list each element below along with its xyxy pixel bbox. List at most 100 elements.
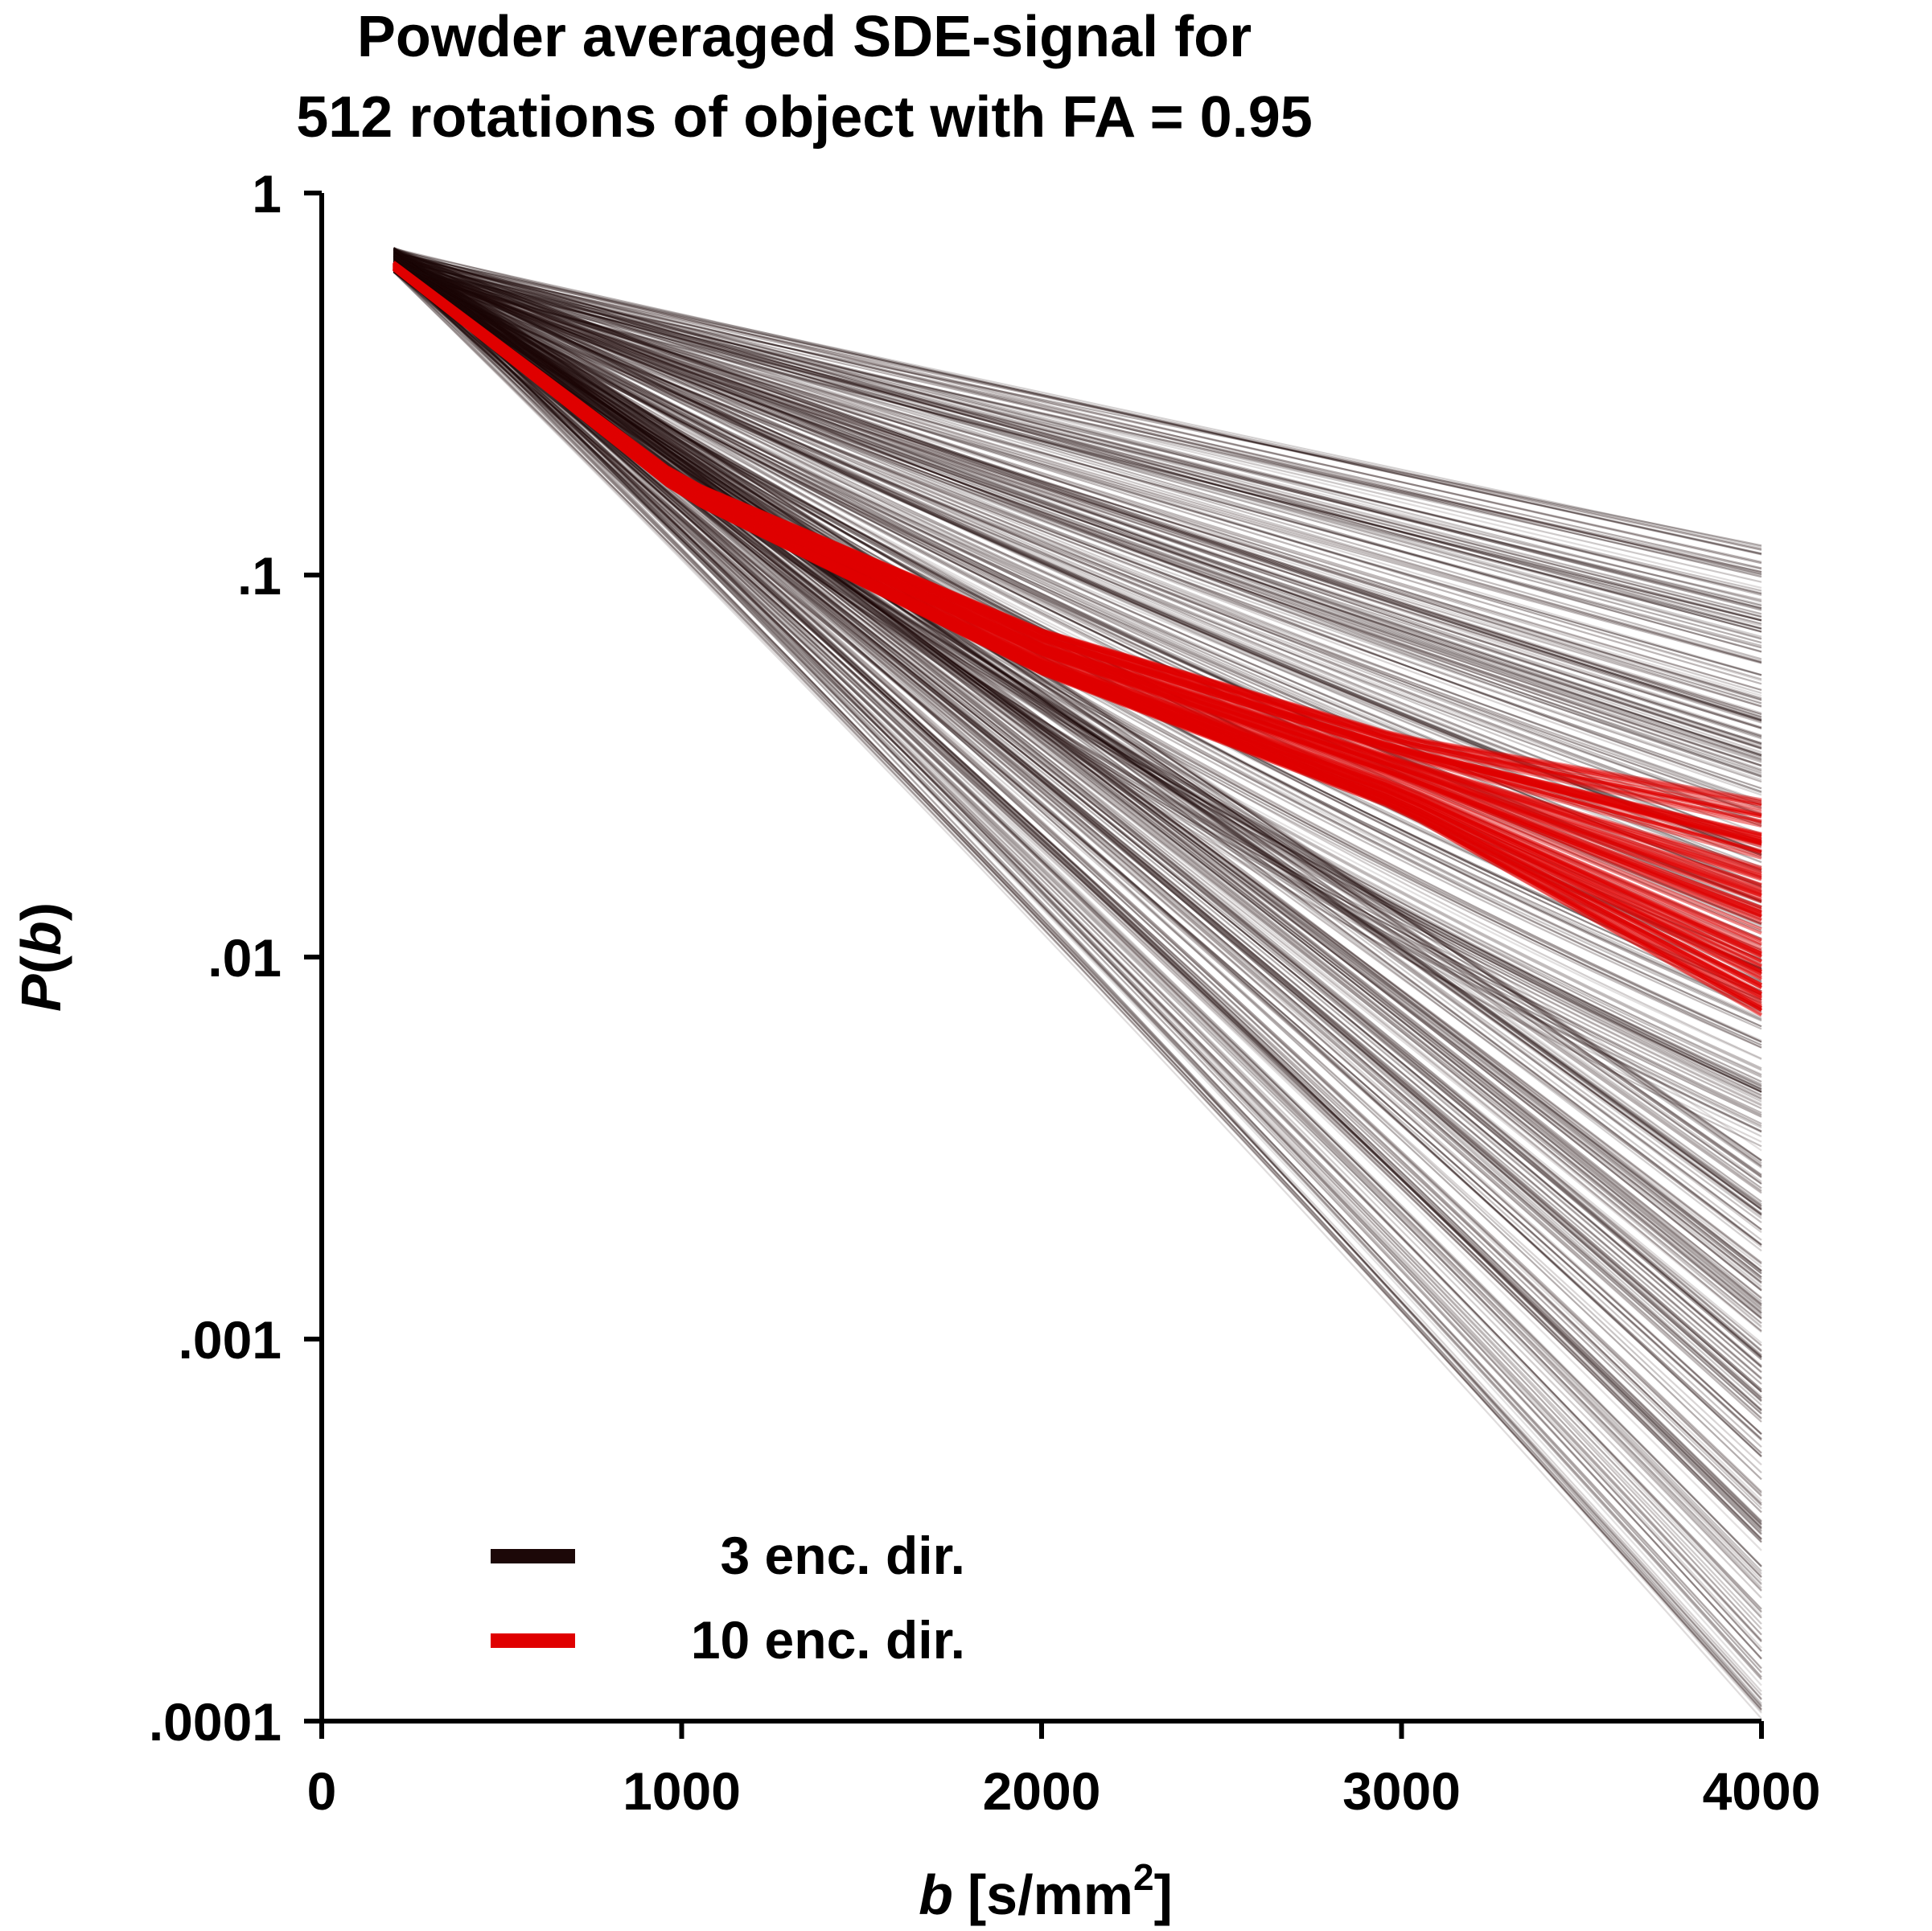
series-3-enc-dir-line (393, 269, 1762, 1385)
series-3-enc-dir-line (393, 270, 1762, 1619)
series-3-enc-dir-line (393, 265, 1762, 1206)
series-3-enc-dir-line (393, 256, 1762, 816)
series-10-enc-dir-line (393, 268, 1762, 1009)
series-10-enc-dir-line (393, 261, 1762, 841)
series-3-enc-dir-line (393, 265, 1762, 887)
series-3-enc-dir-line (393, 254, 1762, 1317)
series-3-enc-dir-line (393, 260, 1762, 714)
series-3-enc-dir-line (393, 270, 1762, 601)
series-3-enc-dir-line (393, 248, 1762, 1576)
series-3-enc-dir-line (393, 261, 1762, 1030)
series-3-enc-dir-line (393, 260, 1762, 1567)
series-10-enc-dir-line (393, 266, 1762, 972)
series-3-enc-dir-line (393, 262, 1762, 907)
series-3-enc-dir-line (393, 247, 1762, 1234)
series-3-enc-dir-line (393, 255, 1762, 1071)
series-3-enc-dir-line (393, 260, 1762, 724)
series-10-enc-dir-line (393, 265, 1762, 922)
series-3-enc-dir-line (393, 251, 1762, 555)
series-3-enc-dir-line (393, 258, 1762, 796)
series-3-enc-dir-line (393, 249, 1762, 1167)
series-10-enc-dir-line (393, 265, 1762, 915)
series-3-enc-dir-line (393, 253, 1762, 1356)
series-3-enc-dir-line (393, 253, 1762, 701)
series-10-enc-dir-line (393, 262, 1762, 844)
series-10-enc-dir-line (393, 264, 1762, 896)
series-10-enc-dir-line (393, 261, 1762, 828)
series-10-enc-dir-line (393, 267, 1762, 995)
series-3-enc-dir-line (393, 261, 1762, 1325)
series-10-enc-dir-line (393, 266, 1762, 959)
x-axis-label-var: b (919, 1863, 953, 1926)
series-10-enc-dir-line (393, 268, 1762, 1009)
series-3-enc-dir-line (393, 261, 1762, 1137)
series-10-enc-dir-line (393, 268, 1762, 1005)
series-10-enc-dir-line (393, 264, 1762, 891)
series-3-enc-dir-line (393, 250, 1762, 1528)
series-10-enc-dir-line (393, 267, 1762, 979)
series-3-enc-dir-line (393, 253, 1762, 1096)
series-3-enc-dir-line (393, 253, 1762, 1103)
series-10-enc-dir-line (393, 266, 1762, 958)
series-3-enc-dir-line (393, 255, 1762, 1132)
legend: 3 enc. dir. 10 enc. dir. (491, 1526, 965, 1670)
series-3-enc-dir-line (393, 257, 1762, 1582)
series-3-enc-dir-line (393, 249, 1762, 863)
series-10-enc-dir-line (393, 262, 1762, 845)
series-3-enc-dir-line (393, 265, 1762, 912)
series-10-enc-dir-line (393, 266, 1762, 968)
series-3-enc-dir-line (393, 256, 1762, 1522)
series-3-enc-dir-line (393, 266, 1762, 902)
series-3-enc-dir-line (393, 268, 1762, 1265)
series-3-enc-dir-line (393, 269, 1762, 1215)
series-3-enc-dir-line (393, 253, 1762, 847)
series-3-enc-dir-line (393, 262, 1762, 729)
series-3-enc-dir-line (393, 265, 1762, 874)
series-3-enc-dir-line (393, 253, 1762, 1357)
series-3-enc-dir-line (393, 249, 1762, 1028)
series-10-enc-dir-line (393, 265, 1762, 918)
series-3-enc-dir-line (393, 256, 1762, 1333)
series-3-enc-dir-line (393, 249, 1762, 1161)
series-10-enc-dir-line (393, 262, 1762, 845)
series-3-enc-dir-line (393, 261, 1762, 1578)
series-3-enc-dir-line (393, 254, 1762, 550)
series-3-enc-dir-line (393, 270, 1762, 1118)
series-3-enc-dir-line (393, 252, 1762, 1292)
series-10-enc-dir-line (393, 266, 1762, 976)
series-3-enc-dir-line (393, 260, 1762, 621)
series-3-enc-dir-line (393, 253, 1762, 859)
x-axis-label: b [s/mm2] (919, 1856, 1173, 1926)
series-3-enc-dir-line (393, 258, 1762, 974)
series-3-enc-dir-line (393, 269, 1762, 1143)
series-3-enc-dir-line (393, 253, 1762, 1093)
series-3-enc-dir-line (393, 269, 1762, 1299)
series-3-enc-dir-line (393, 263, 1762, 902)
series-3-enc-dir-line (393, 256, 1762, 1678)
series-3-enc-dir-line (393, 259, 1762, 691)
series-3-enc-dir-line (393, 266, 1762, 729)
series-3-enc-dir-line (393, 252, 1762, 1230)
series-3-enc-dir-line (393, 263, 1762, 880)
series-10-enc-dir-line (393, 267, 1762, 996)
series-3-enc-dir-line (393, 249, 1762, 1288)
series-10-enc-dir-line (393, 263, 1762, 875)
series-10-enc-dir-line (393, 265, 1762, 914)
series-3-enc-dir-line (393, 269, 1762, 1272)
series-3-enc-dir-line (393, 264, 1762, 1332)
series-3-enc-dir-line (393, 269, 1762, 802)
series-10-enc-dir-line (393, 268, 1762, 1013)
series-3-enc-dir-line (393, 259, 1762, 1402)
series-3-enc-dir-line (393, 252, 1762, 871)
series-3-enc-dir-line (393, 256, 1762, 1539)
series-10-enc-dir-line (393, 267, 1762, 987)
series-3-enc-dir-line (393, 267, 1762, 664)
series-10-enc-dir-line (393, 262, 1762, 843)
series-3-enc-dir-line (393, 270, 1762, 1505)
series-3-enc-dir-line (393, 249, 1762, 1087)
series-3-enc-dir-line (393, 261, 1762, 676)
series-3-enc-dir-line (393, 249, 1762, 1314)
series-3-enc-dir-line (393, 252, 1762, 1457)
series-3-enc-dir-line (393, 249, 1762, 1399)
series-3-enc-dir-line (393, 264, 1762, 1592)
